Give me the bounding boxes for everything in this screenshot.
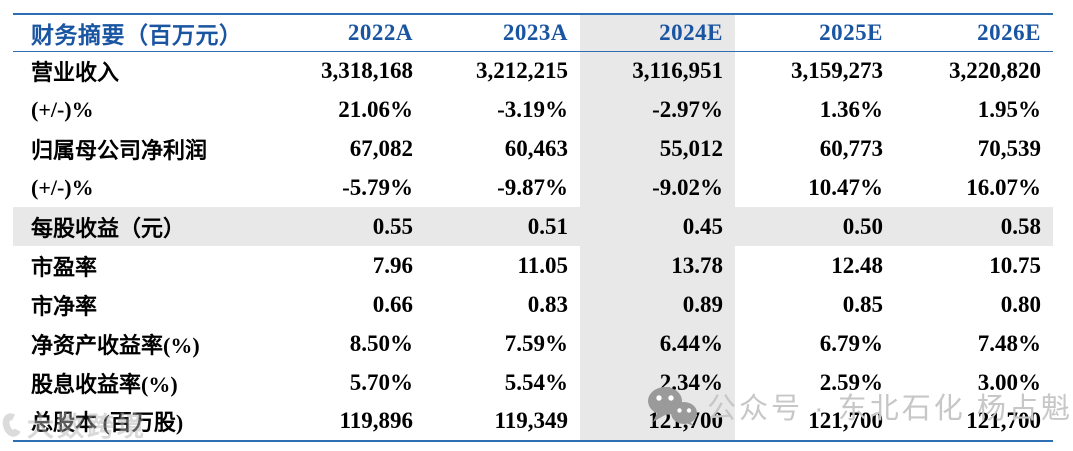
cell: 3,212,215 bbox=[476, 57, 568, 83]
row-label: (+/-)% bbox=[31, 96, 94, 122]
col-header-2022a: 2022A bbox=[265, 14, 425, 52]
row-label: 总股本 (百万股) bbox=[31, 410, 184, 435]
table-row-pb: 市净率 0.66 0.83 0.89 0.85 0.80 bbox=[13, 285, 1053, 324]
cell: 121,700 bbox=[808, 408, 883, 433]
cell: 7.96 bbox=[372, 252, 413, 278]
cell: 16.07% bbox=[966, 174, 1041, 200]
cell: 119,349 bbox=[494, 408, 568, 433]
cell: 119,896 bbox=[339, 408, 413, 433]
cell: 0.83 bbox=[527, 291, 568, 317]
cell: 1.36% bbox=[819, 96, 883, 122]
col-header-2023a: 2023A bbox=[425, 14, 580, 52]
cell: -5.79% bbox=[342, 174, 413, 200]
cell: 0.55 bbox=[265, 207, 425, 246]
cell: -3.19% bbox=[497, 96, 568, 122]
cell: 0.85 bbox=[842, 291, 883, 317]
cell: 11.05 bbox=[517, 252, 568, 278]
cell: 0.45 bbox=[580, 207, 735, 246]
cell: 2.59% bbox=[819, 369, 883, 395]
cell: 121,700 bbox=[966, 408, 1041, 433]
row-label: 股息收益率(%) bbox=[31, 371, 178, 397]
table-row-profit-growth: (+/-)% -5.79% -9.87% -9.02% 10.47% 16.07… bbox=[13, 168, 1053, 207]
cell: 121,700 bbox=[580, 402, 735, 441]
table-row-revenue: 营业收入 3,318,168 3,212,215 3,116,951 3,159… bbox=[13, 51, 1053, 90]
col-header-2025e: 2025E bbox=[735, 14, 895, 52]
cell: 0.80 bbox=[1000, 291, 1041, 317]
cell: 3,116,951 bbox=[580, 51, 735, 90]
cell: 3.00% bbox=[977, 369, 1041, 395]
cell: 10.47% bbox=[808, 174, 883, 200]
cell: 70,539 bbox=[977, 135, 1041, 161]
cell: 2.34% bbox=[580, 363, 735, 402]
cell: 6.44% bbox=[580, 324, 735, 363]
cell: 3,159,273 bbox=[791, 57, 883, 83]
cell: -9.87% bbox=[497, 174, 568, 200]
table-row-pe: 市盈率 7.96 11.05 13.78 12.48 10.75 bbox=[13, 246, 1053, 285]
row-label: (+/-)% bbox=[31, 174, 94, 200]
cell: 10.75 bbox=[989, 252, 1041, 278]
cell: 7.48% bbox=[977, 330, 1041, 356]
cell: 5.54% bbox=[504, 369, 568, 395]
row-label: 归属母公司净利润 bbox=[31, 137, 208, 163]
cell: 60,463 bbox=[504, 135, 568, 161]
cell: 1.95% bbox=[977, 96, 1041, 122]
row-label: 市盈率 bbox=[31, 254, 98, 280]
cell: 8.50% bbox=[349, 330, 413, 356]
cell: 0.89 bbox=[580, 285, 735, 324]
row-label: 每股收益（元） bbox=[13, 207, 265, 246]
header-row: 财务摘要（百万元） 2022A 2023A 2024E 2025E 2026E bbox=[13, 14, 1053, 52]
financial-summary-table-wrap: 财务摘要（百万元） 2022A 2023A 2024E 2025E 2026E … bbox=[13, 13, 1053, 442]
cell: 67,082 bbox=[349, 135, 413, 161]
row-label: 营业收入 bbox=[31, 59, 120, 85]
cell: 7.59% bbox=[504, 330, 568, 356]
col-header-2026e: 2026E bbox=[895, 14, 1053, 52]
cell: 21.06% bbox=[338, 96, 413, 122]
row-label: 市净率 bbox=[31, 293, 98, 319]
financial-summary-table: 财务摘要（百万元） 2022A 2023A 2024E 2025E 2026E … bbox=[13, 13, 1053, 442]
table-row-total-shares: 总股本 (百万股) 119,896 119,349 121,700 121,70… bbox=[13, 402, 1053, 441]
cell: 0.51 bbox=[425, 207, 580, 246]
cell: 55,012 bbox=[580, 129, 735, 168]
table-row-eps: 每股收益（元） 0.55 0.51 0.45 0.50 0.58 bbox=[13, 207, 1053, 246]
cell: 60,773 bbox=[819, 135, 883, 161]
cell: 0.58 bbox=[895, 207, 1053, 246]
table-row-net-profit: 归属母公司净利润 67,082 60,463 55,012 60,773 70,… bbox=[13, 129, 1053, 168]
table-row-roe: 净资产收益率(%) 8.50% 7.59% 6.44% 6.79% 7.48% bbox=[13, 324, 1053, 363]
cell: 5.70% bbox=[349, 369, 413, 395]
cell: 6.79% bbox=[819, 330, 883, 356]
cell: 3,318,168 bbox=[321, 57, 413, 83]
cell: 0.66 bbox=[372, 291, 413, 317]
cell: 13.78 bbox=[580, 246, 735, 285]
col-header-2024e: 2024E bbox=[580, 14, 735, 52]
cell: -2.97% bbox=[580, 90, 735, 129]
table-row-dividend-yield: 股息收益率(%) 5.70% 5.54% 2.34% 2.59% 3.00% bbox=[13, 363, 1053, 402]
table-title: 财务摘要（百万元） bbox=[13, 14, 265, 52]
cell: 3,220,820 bbox=[949, 57, 1041, 83]
cell: 12.48 bbox=[831, 252, 883, 278]
row-label: 净资产收益率(%) bbox=[31, 332, 200, 358]
table-row-revenue-growth: (+/-)% 21.06% -3.19% -2.97% 1.36% 1.95% bbox=[13, 90, 1053, 129]
cell: -9.02% bbox=[580, 168, 735, 207]
cell: 0.50 bbox=[735, 207, 895, 246]
